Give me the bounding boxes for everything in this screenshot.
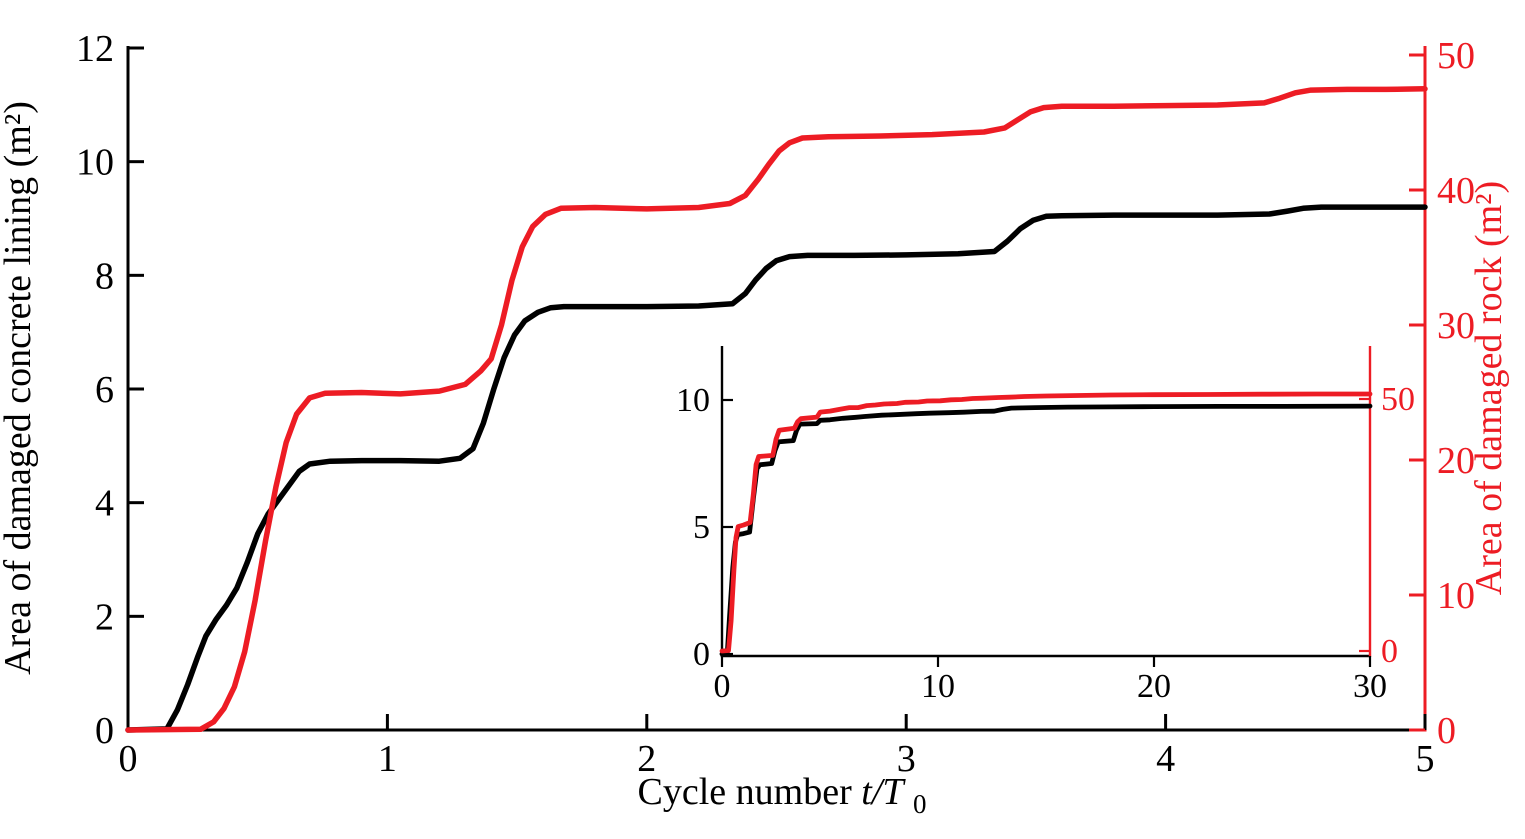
main-y-right-tick-label: 10: [1437, 575, 1475, 617]
y-axis-right-title: Area of damaged rock (m²): [1468, 181, 1510, 595]
inset-damaged-rock-line: [719, 391, 1373, 654]
inset-x-tick-label: 0: [714, 668, 731, 705]
main-x-tick-label: 5: [1416, 738, 1435, 780]
main-y-right-tick-label: 40: [1437, 170, 1475, 212]
main-y-left-tick-label: 6: [95, 369, 114, 411]
x-axis-title-variable: t/T: [861, 771, 906, 813]
inset-y-right-tick-label: 50: [1381, 381, 1415, 418]
inset-y-left-tick-label: 10: [676, 382, 710, 419]
inset-y-left-tick-label: 5: [693, 509, 710, 546]
main-y-right-tick-label: 0: [1437, 710, 1456, 752]
main-y-left-tick-label: 2: [95, 596, 114, 638]
main-y-right-tick-label: 30: [1437, 305, 1475, 347]
inset-axes: [720, 346, 1372, 658]
main-y-left-tick-label: 4: [95, 483, 114, 525]
inset-x-tick-label: 30: [1353, 668, 1387, 705]
series-damaged-concrete-lining-line: [125, 204, 1428, 733]
main-y-left-tick-label: 12: [76, 28, 114, 70]
main-y-left-tick-label: 0: [95, 710, 114, 752]
inset-x-tick-label: 20: [1137, 668, 1171, 705]
inset-x-tick-label: 10: [921, 668, 955, 705]
y-axis-left-title: Area of damaged concrete lining (m²): [0, 101, 39, 675]
main-y-left-tick-label: 10: [76, 142, 114, 184]
main-curves: [125, 86, 1428, 733]
main-x-tick-label: 0: [119, 738, 138, 780]
inset-damaged-concrete-lining-line: [719, 403, 1373, 657]
main-y-right-tick-label: 20: [1437, 440, 1475, 482]
main-x-tick-label: 4: [1156, 738, 1175, 780]
x-axis-title-subscript: 0: [913, 789, 927, 819]
inset-curves: [719, 391, 1373, 657]
series-damaged-rock-line: [125, 86, 1428, 733]
main-x-tick-label: 3: [897, 738, 916, 780]
x-axis-title: Cycle number t/T 0: [638, 771, 927, 819]
main-x-tick-label: 2: [637, 738, 656, 780]
main-x-tick-label: 1: [378, 738, 397, 780]
main-axes: [126, 46, 1427, 732]
inset-y-left-tick-label: 0: [693, 636, 710, 673]
x-axis-title-text: Cycle number: [638, 771, 862, 813]
main-y-right-tick-label: 50: [1437, 35, 1475, 77]
inset-y-right-tick-label: 0: [1381, 633, 1398, 670]
main-y-left-tick-label: 8: [95, 255, 114, 297]
